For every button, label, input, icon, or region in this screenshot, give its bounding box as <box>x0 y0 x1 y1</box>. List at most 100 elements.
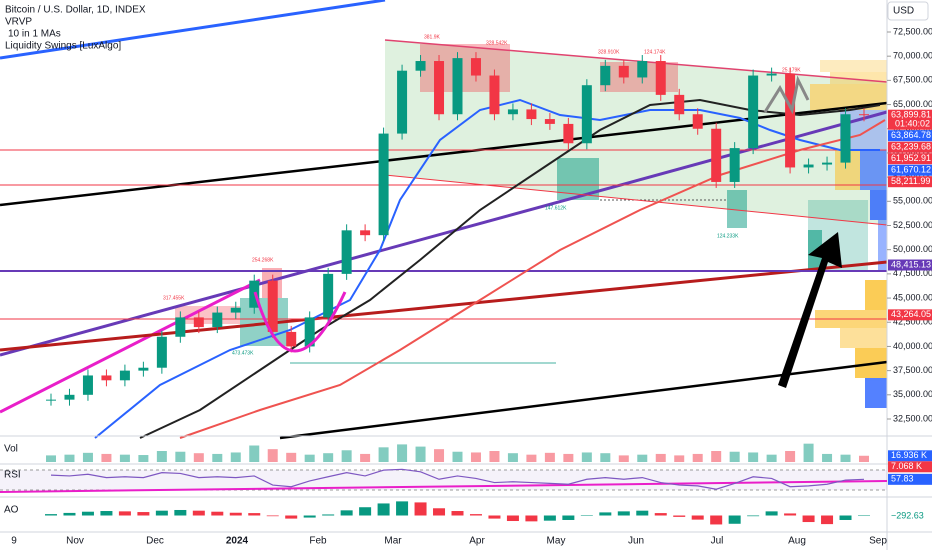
volume-bar <box>230 452 241 462</box>
candle-body <box>286 331 297 347</box>
volume-tag <box>888 461 932 473</box>
x-tick-label: Apr <box>469 536 485 547</box>
ao-bar <box>765 511 778 516</box>
candle-body <box>434 61 445 115</box>
indicator-label: Liquidity Swings [LuxAlgo] <box>5 41 121 52</box>
candle-body <box>378 133 389 236</box>
volume-bar <box>766 454 777 462</box>
y-tick-label: 42,500.00 <box>893 317 932 327</box>
volume-bar <box>212 453 223 462</box>
volume-bar <box>470 452 481 462</box>
trend-line <box>0 260 888 352</box>
y-tick-label: 65,000.00 <box>893 99 932 109</box>
volume-bar <box>119 454 130 462</box>
ao-bar <box>599 512 612 516</box>
volume-bar <box>360 453 371 462</box>
volume-bar <box>803 443 814 462</box>
price-tag <box>888 141 932 153</box>
candle-body <box>526 109 537 120</box>
candle-body <box>822 162 833 165</box>
price-tag <box>888 130 932 142</box>
x-tick-label: 2024 <box>226 536 249 547</box>
ao-bar <box>728 515 741 524</box>
demand-zone <box>727 190 747 228</box>
ao-bar <box>802 515 815 523</box>
candle-body <box>600 65 611 86</box>
pane-label: RSI <box>4 470 21 481</box>
price-tag-label: 63,899.81 <box>891 110 931 120</box>
candle-body <box>82 375 93 395</box>
x-tick-label: Mar <box>384 536 402 547</box>
ao-bar <box>673 515 686 517</box>
ao-bar <box>617 511 630 516</box>
chart-title: Bitcoin / U.S. Dollar, 1D, INDEX <box>5 5 146 16</box>
candle-body <box>766 73 777 76</box>
x-tick-label: Feb <box>309 536 327 547</box>
volume-bar <box>46 455 56 462</box>
candle-body <box>785 73 796 168</box>
candle-body <box>156 336 167 368</box>
currency-label[interactable]: USD <box>893 6 914 17</box>
volume-bar <box>193 453 204 462</box>
volume-bar <box>692 453 703 462</box>
ao-bar <box>266 515 279 517</box>
volume-bar <box>655 453 666 462</box>
volume-bar <box>267 449 278 462</box>
volume-bar <box>286 452 297 462</box>
volume-bar <box>785 451 796 462</box>
volume-tag-label: 16.936 K <box>891 450 927 460</box>
annotation: 124.233K <box>717 233 739 239</box>
ao-bar <box>784 513 797 516</box>
price-tag-label: 61,670.12 <box>891 165 931 175</box>
volume-bar <box>729 451 740 462</box>
ao-bar <box>488 515 501 519</box>
price-tag <box>888 309 932 321</box>
price-tag <box>888 164 932 176</box>
x-tick-label: Nov <box>66 536 84 547</box>
price-tag <box>888 176 932 188</box>
volume-bar <box>82 452 93 462</box>
candles <box>46 52 869 406</box>
volume-bar <box>840 454 851 462</box>
volume-bar <box>748 452 759 462</box>
candle-body <box>341 230 352 274</box>
y-tick-label: 52,500.00 <box>893 220 932 230</box>
candle-body <box>415 61 426 71</box>
volume-bar <box>563 453 574 462</box>
volume-bar <box>637 454 648 462</box>
ao-bar <box>858 515 870 517</box>
trend-line <box>279 360 888 440</box>
trend-line <box>0 101 888 207</box>
volume-profile <box>810 60 887 408</box>
candle-body <box>323 273 334 318</box>
candle-body <box>101 375 112 381</box>
ao-bar <box>174 509 187 516</box>
volume-bar <box>415 446 426 462</box>
candle-body <box>840 114 851 163</box>
ao-bar <box>229 512 242 516</box>
candle-body <box>507 109 518 115</box>
volume-bar <box>859 455 869 462</box>
price-tag-label: 61,952.91 <box>891 153 931 163</box>
volume-bar <box>711 451 722 462</box>
currency-button[interactable] <box>887 1 929 21</box>
candle-body <box>859 114 869 116</box>
pane-label: Vol <box>4 444 18 455</box>
candle-body <box>803 164 814 168</box>
drawing-curve <box>253 291 347 353</box>
candle-body <box>119 370 130 381</box>
rsi-line <box>50 468 865 490</box>
moving-average <box>94 98 880 439</box>
ao-bar <box>451 511 464 516</box>
candle-body <box>581 85 592 144</box>
ao-bar <box>469 514 482 516</box>
candle-body <box>64 394 75 400</box>
candle-body <box>360 230 371 236</box>
ao-bar <box>211 511 224 516</box>
ao-bar <box>580 515 593 516</box>
ao-bar <box>414 502 427 516</box>
volume-bar <box>64 454 75 462</box>
ao-bar <box>543 515 556 521</box>
trend-line <box>0 0 386 60</box>
